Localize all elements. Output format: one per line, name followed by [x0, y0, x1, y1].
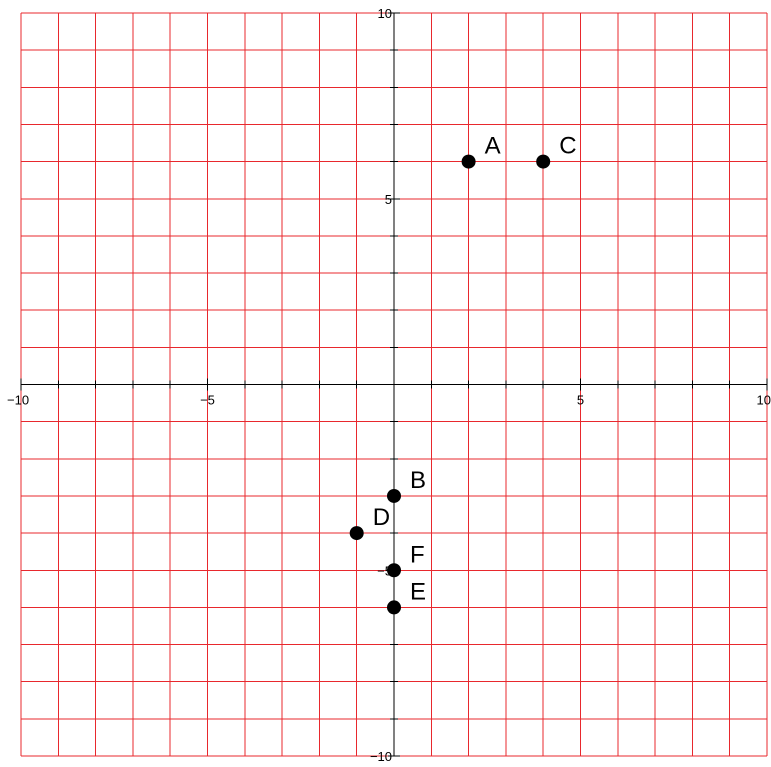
point-a	[461, 154, 476, 169]
x-tick-label: −10	[7, 393, 29, 408]
y-tick-label: 10	[378, 6, 392, 21]
point-label-e: E	[410, 578, 426, 605]
point-label-a: A	[485, 133, 501, 160]
axes	[21, 13, 767, 756]
point-label-d: D	[373, 504, 390, 531]
point-f	[387, 563, 401, 578]
point-e	[387, 600, 401, 615]
x-tick-label: 5	[577, 393, 584, 408]
y-tick-label: −10	[370, 749, 392, 764]
point-b	[387, 488, 401, 503]
data-points	[349, 154, 551, 615]
point-d	[349, 526, 364, 541]
y-tick-label: 5	[385, 192, 392, 207]
x-tick-label: 10	[757, 393, 771, 408]
point-c	[536, 154, 551, 169]
x-tick-label: −5	[200, 393, 215, 408]
point-label-c: C	[559, 133, 576, 160]
point-label-f: F	[410, 541, 425, 568]
point-label-b: B	[410, 467, 426, 494]
